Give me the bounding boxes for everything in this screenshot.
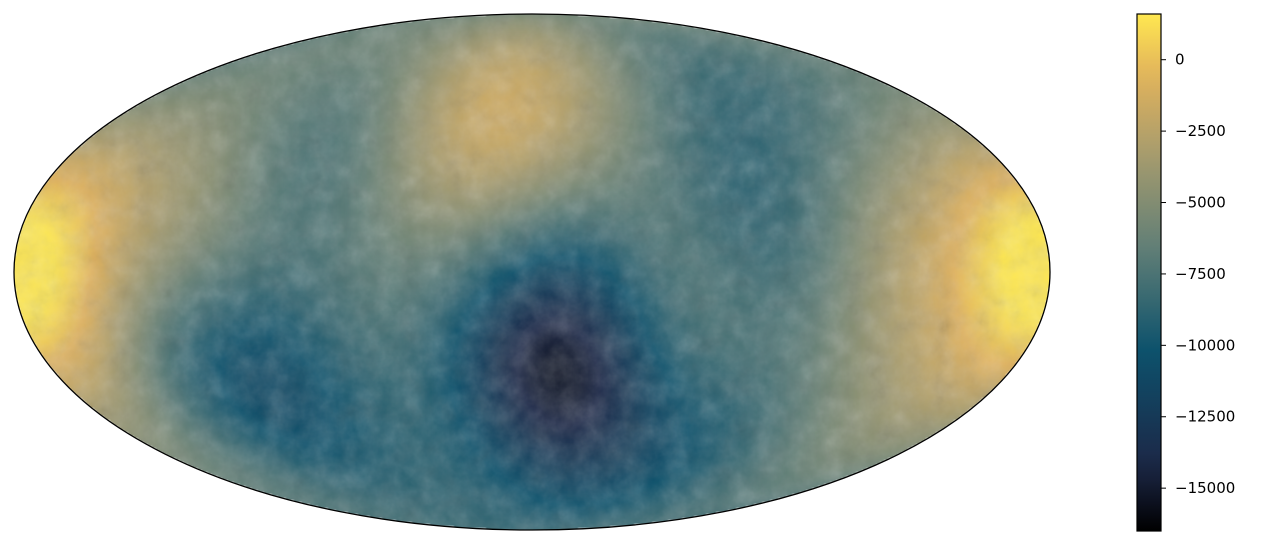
colorbar-tick-label: −2500 bbox=[1175, 122, 1226, 140]
colorbar-gradient bbox=[1137, 14, 1161, 531]
colorbar-tick-label: −7500 bbox=[1175, 265, 1226, 283]
colorbar: 0 −2500 −5000 −7500 −10000 −12500 −15000 bbox=[1136, 13, 1235, 532]
map-area bbox=[13, 13, 1051, 531]
colorbar-tick-label: −10000 bbox=[1175, 336, 1235, 354]
map-outline bbox=[13, 13, 1051, 531]
colorbar-tick-label: −5000 bbox=[1175, 194, 1226, 212]
field-texture bbox=[14, 14, 1050, 530]
colorbar-tick-label: 0 bbox=[1175, 51, 1185, 69]
colorbar-tick-label: −12500 bbox=[1175, 408, 1235, 426]
colorbar-ticks: 0 −2500 −5000 −7500 −10000 −12500 −15000 bbox=[1161, 51, 1235, 497]
colorbar-tick-label: −15000 bbox=[1175, 479, 1235, 497]
colorbar-frame bbox=[1136, 13, 1162, 532]
